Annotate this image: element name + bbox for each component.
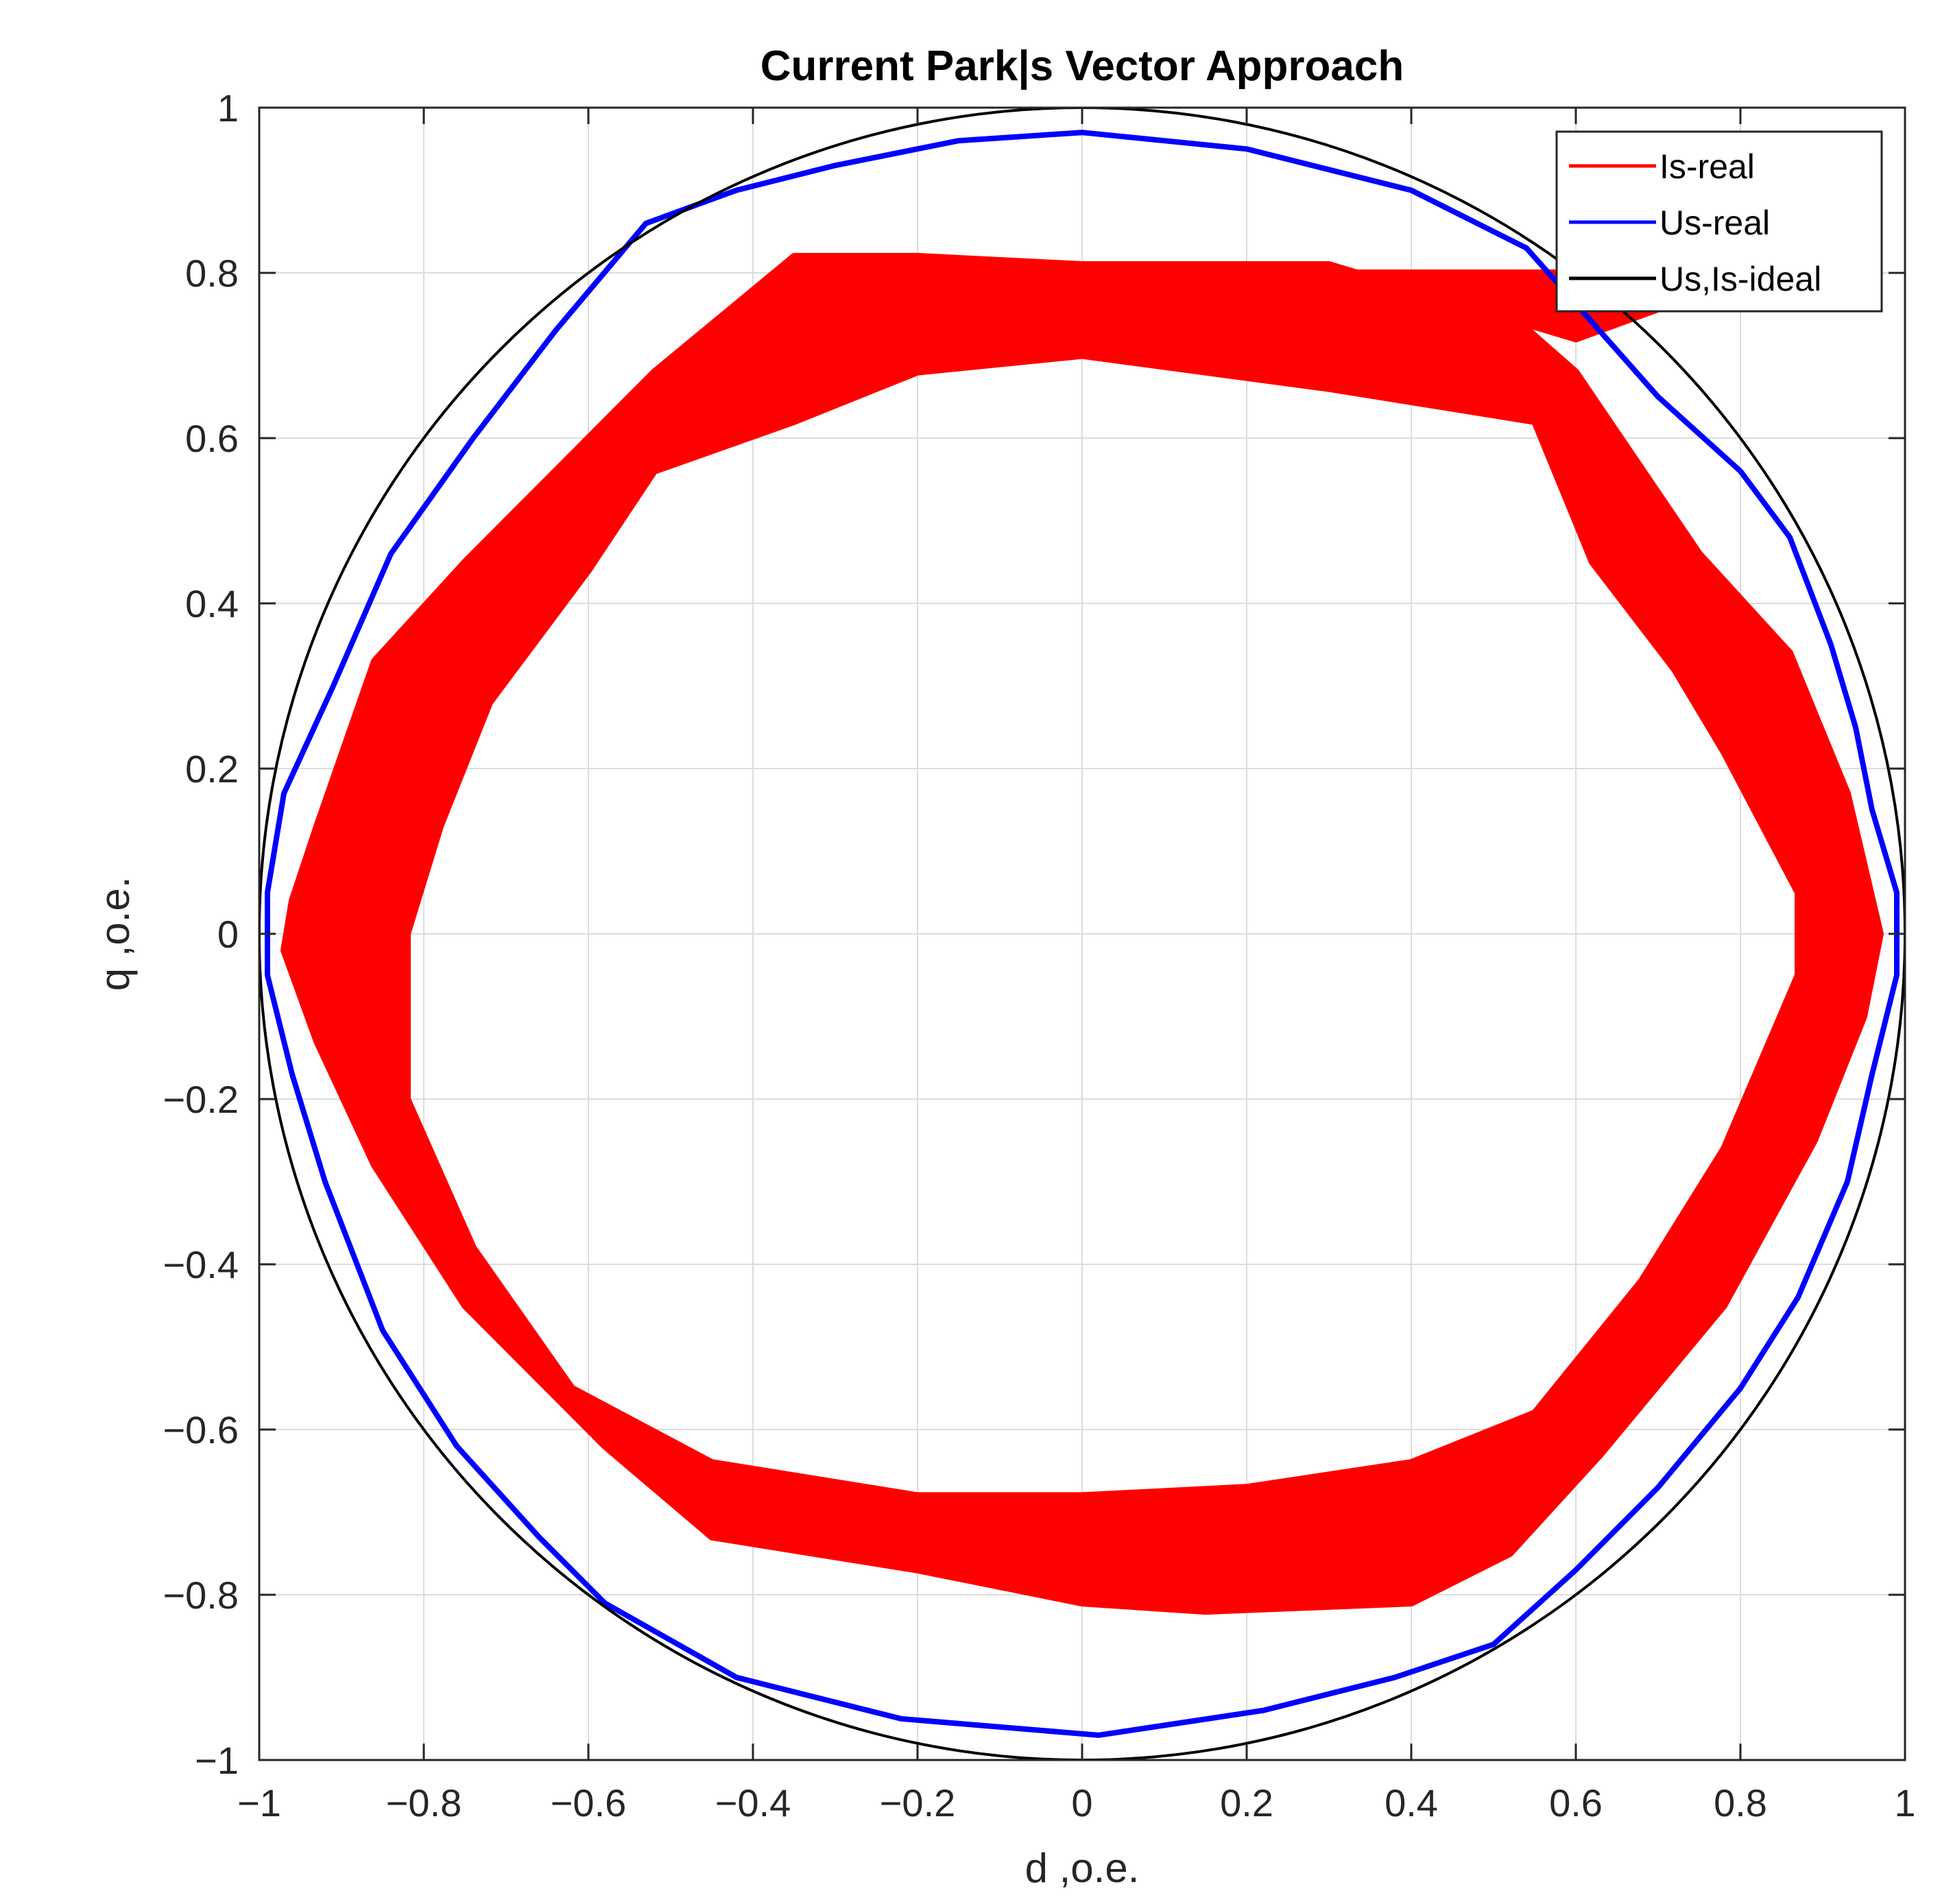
x-tick-label: 0.6 <box>1549 1781 1603 1824</box>
y-tick-label: 0.6 <box>185 417 239 460</box>
y-tick-label: −1 <box>195 1739 239 1782</box>
y-tick-label: 0.4 <box>185 582 239 625</box>
legend-label-us-is-ideal: Us,Is-ideal <box>1660 260 1821 298</box>
x-tick-label: 0 <box>1071 1781 1092 1824</box>
y-tick-label: 0.2 <box>185 747 239 791</box>
ticks: −1 −0.8 −0.6 −0.4 −0.2 0 0.2 0.4 0.6 0.8 1 −1 −0.8 −0… <box>163 86 1915 1824</box>
series-layer <box>259 108 1905 1760</box>
y-tick-label: −0.6 <box>163 1408 239 1451</box>
y-tick-label: 0.8 <box>185 252 239 295</box>
y-tick-label: 1 <box>217 86 239 130</box>
x-tick-label: −0.2 <box>880 1781 956 1824</box>
x-tick-label: 0.4 <box>1385 1781 1438 1824</box>
x-tick-label: −0.6 <box>551 1781 627 1824</box>
series-us-real-line <box>265 130 1900 1738</box>
plot-series-group <box>259 108 1905 1760</box>
legend-label-us-real: Us-real <box>1660 204 1770 242</box>
x-tick-label: 0.2 <box>1220 1781 1273 1824</box>
y-tick-label: −0.4 <box>163 1243 239 1286</box>
legend-box <box>1555 130 1883 313</box>
legend-label-is-real: Is-real <box>1660 147 1755 186</box>
y-tick-label: 0 <box>217 913 239 956</box>
legend: Is-real Us-real Us,Is-ideal <box>1555 130 1883 313</box>
y-tick-label: −0.8 <box>163 1574 239 1617</box>
x-tick-label: 0.8 <box>1714 1781 1767 1824</box>
series-is-real-band <box>280 252 1884 1615</box>
y-tick-label: −0.2 <box>163 1078 239 1121</box>
y-axis-label: q ,o.e. <box>92 877 138 991</box>
x-tick-label: −1 <box>237 1781 281 1824</box>
x-tick-label: −0.4 <box>715 1781 791 1824</box>
chart-title: Current Park|s Vector Approach <box>760 43 1404 91</box>
x-tick-label: −0.8 <box>386 1781 462 1824</box>
x-axis-label: d ,o.e. <box>1025 1845 1140 1891</box>
x-tick-label: 1 <box>1894 1781 1915 1824</box>
